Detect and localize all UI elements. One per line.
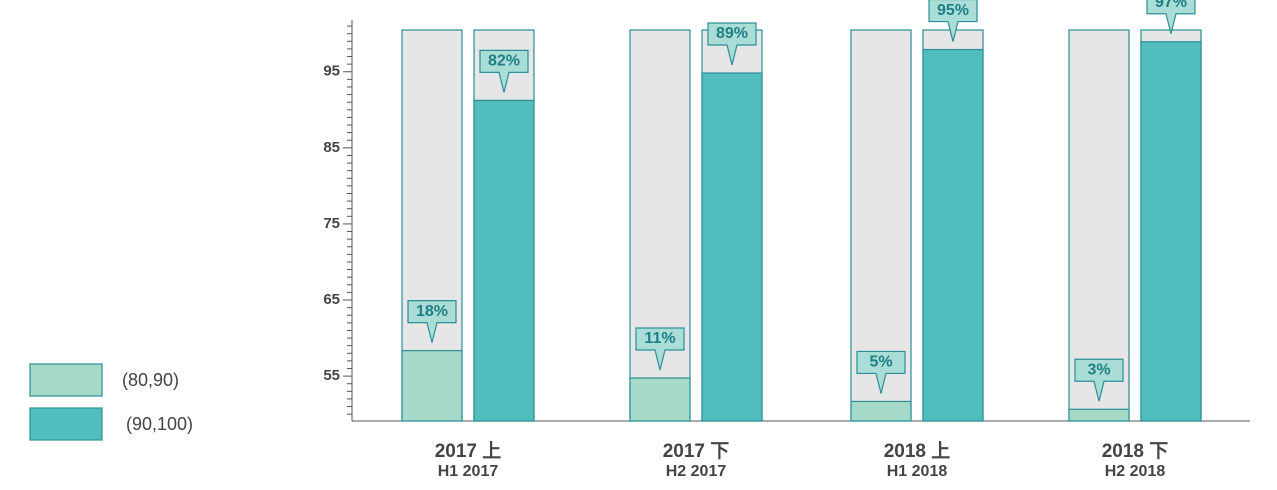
y-tick-label: 85 (323, 139, 340, 156)
value-label: 97% (1155, 0, 1187, 11)
bar (1068, 408, 1130, 422)
x-tick-label: 2018 下 (1102, 441, 1169, 462)
x-tick-label: H1 2018 (887, 463, 948, 480)
x-tick-label: H2 2018 (1105, 463, 1166, 480)
bar (473, 99, 535, 422)
bar (701, 72, 763, 422)
callout (856, 350, 906, 394)
bar (1140, 41, 1202, 422)
y-tick-label: 75 (323, 215, 340, 232)
bar (922, 48, 984, 422)
callout (707, 22, 757, 66)
y-tick-label: 95 (323, 63, 340, 80)
legend-swatch (29, 407, 103, 441)
callout (1146, 0, 1196, 34)
callout (407, 300, 457, 343)
value-label: 95% (937, 2, 969, 19)
value-label: 89% (716, 25, 748, 42)
bar-frame (1068, 29, 1130, 422)
bar (401, 350, 463, 422)
value-label: 3% (1087, 361, 1110, 378)
y-tick-label: 65 (323, 291, 340, 308)
x-tick-label: 2017 下 (663, 441, 730, 462)
legend-label: (80,90) (122, 370, 179, 390)
x-tick-label: 2018 上 (884, 440, 951, 462)
x-tick-label: H2 2017 (666, 463, 727, 480)
callout (479, 49, 529, 93)
x-tick-label: 2017 上 (435, 440, 502, 462)
legend-swatch (29, 363, 103, 397)
legend-label: (90,100) (126, 414, 193, 434)
value-label: 82% (488, 53, 520, 70)
value-label: 18% (416, 303, 448, 320)
callout (635, 327, 685, 371)
bar (629, 377, 691, 422)
bar (850, 400, 912, 422)
callout (928, 0, 978, 42)
callout (1074, 358, 1124, 402)
x-tick-label: H1 2017 (438, 463, 499, 480)
y-tick-label: 55 (323, 367, 340, 384)
value-label: 5% (869, 354, 892, 371)
value-label: 11% (644, 330, 675, 347)
